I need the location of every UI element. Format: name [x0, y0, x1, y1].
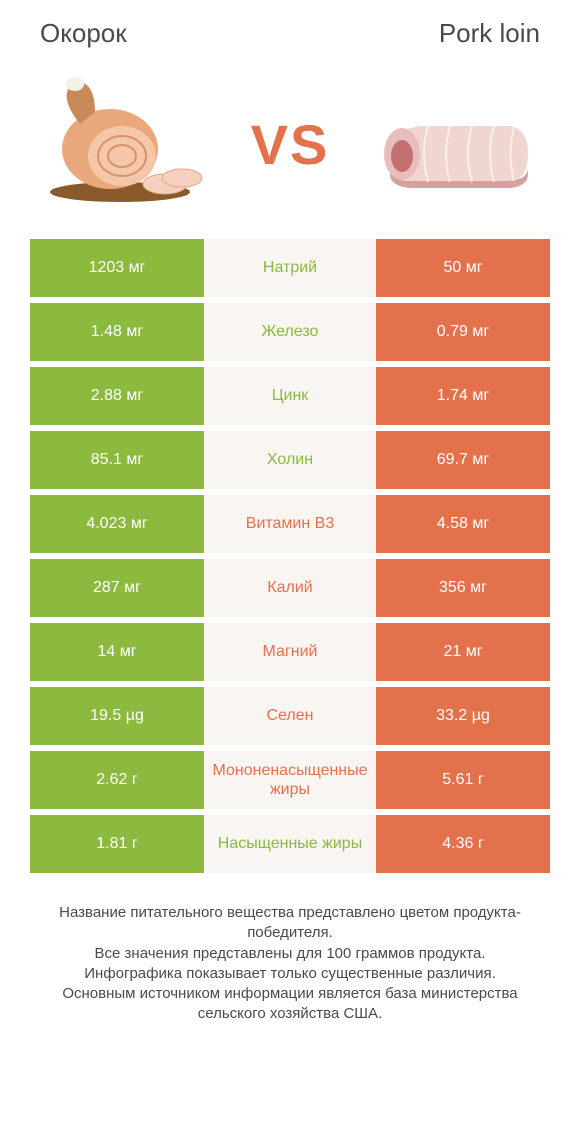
nutrient-label: Калий: [204, 559, 376, 617]
nutrient-label: Цинк: [204, 367, 376, 425]
table-row: 1.81 гНасыщенные жиры4.36 г: [30, 815, 550, 873]
nutrient-label: Селен: [204, 687, 376, 745]
right-value: 5.61 г: [376, 751, 550, 809]
nutrient-label: Насыщенные жиры: [204, 815, 376, 873]
right-product-image: [360, 74, 540, 214]
footnote-line: Основным источником информации является …: [40, 984, 540, 1025]
right-value: 4.58 мг: [376, 495, 550, 553]
right-value: 33.2 µg: [376, 687, 550, 745]
footnote-text: Название питательного вещества представл…: [40, 903, 540, 1025]
footnote-line: Все значения представлены для 100 граммо…: [40, 944, 540, 964]
nutrition-table: 1203 мгНатрий50 мг 1.48 мгЖелезо0.79 мг 2.…: [30, 239, 550, 873]
table-row: 2.62 гМононенасыщенные жиры5.61 г: [30, 751, 550, 809]
footnote-line: Название питательного вещества представл…: [40, 903, 540, 944]
nutrient-label: Холин: [204, 431, 376, 489]
left-value: 14 мг: [30, 623, 204, 681]
left-value: 1.48 мг: [30, 303, 204, 361]
nutrient-label: Железо: [204, 303, 376, 361]
nutrient-label: Магний: [204, 623, 376, 681]
nutrient-label: Мононенасыщенные жиры: [204, 751, 376, 809]
left-value: 1.81 г: [30, 815, 204, 873]
table-row: 2.88 мгЦинк1.74 мг: [30, 367, 550, 425]
table-row: 1203 мгНатрий50 мг: [30, 239, 550, 297]
left-value: 19.5 µg: [30, 687, 204, 745]
header-row: Окорок Pork loin: [0, 0, 580, 59]
left-value: 1203 мг: [30, 239, 204, 297]
left-value: 85.1 мг: [30, 431, 204, 489]
right-value: 21 мг: [376, 623, 550, 681]
footnote-line: Инфографика показывает только существенн…: [40, 964, 540, 984]
nutrient-label: Натрий: [204, 239, 376, 297]
table-row: 287 мгКалий356 мг: [30, 559, 550, 617]
table-row: 19.5 µgСелен33.2 µg: [30, 687, 550, 745]
right-value: 356 мг: [376, 559, 550, 617]
left-value: 2.88 мг: [30, 367, 204, 425]
table-row: 85.1 мгХолин69.7 мг: [30, 431, 550, 489]
nutrient-label: Витамин B3: [204, 495, 376, 553]
right-value: 0.79 мг: [376, 303, 550, 361]
left-value: 2.62 г: [30, 751, 204, 809]
table-row: 1.48 мгЖелезо0.79 мг: [30, 303, 550, 361]
right-value: 1.74 мг: [376, 367, 550, 425]
right-value: 4.36 г: [376, 815, 550, 873]
right-value: 50 мг: [376, 239, 550, 297]
left-product-title: Окорок: [40, 18, 127, 49]
right-value: 69.7 мг: [376, 431, 550, 489]
table-row: 4.023 мгВитамин B34.58 мг: [30, 495, 550, 553]
vs-label: VS: [251, 112, 330, 177]
table-row: 14 мгМагний21 мг: [30, 623, 550, 681]
left-value: 4.023 мг: [30, 495, 204, 553]
left-product-image: [40, 74, 220, 214]
right-product-title: Pork loin: [439, 18, 540, 49]
image-row: VS: [0, 59, 580, 239]
left-value: 287 мг: [30, 559, 204, 617]
